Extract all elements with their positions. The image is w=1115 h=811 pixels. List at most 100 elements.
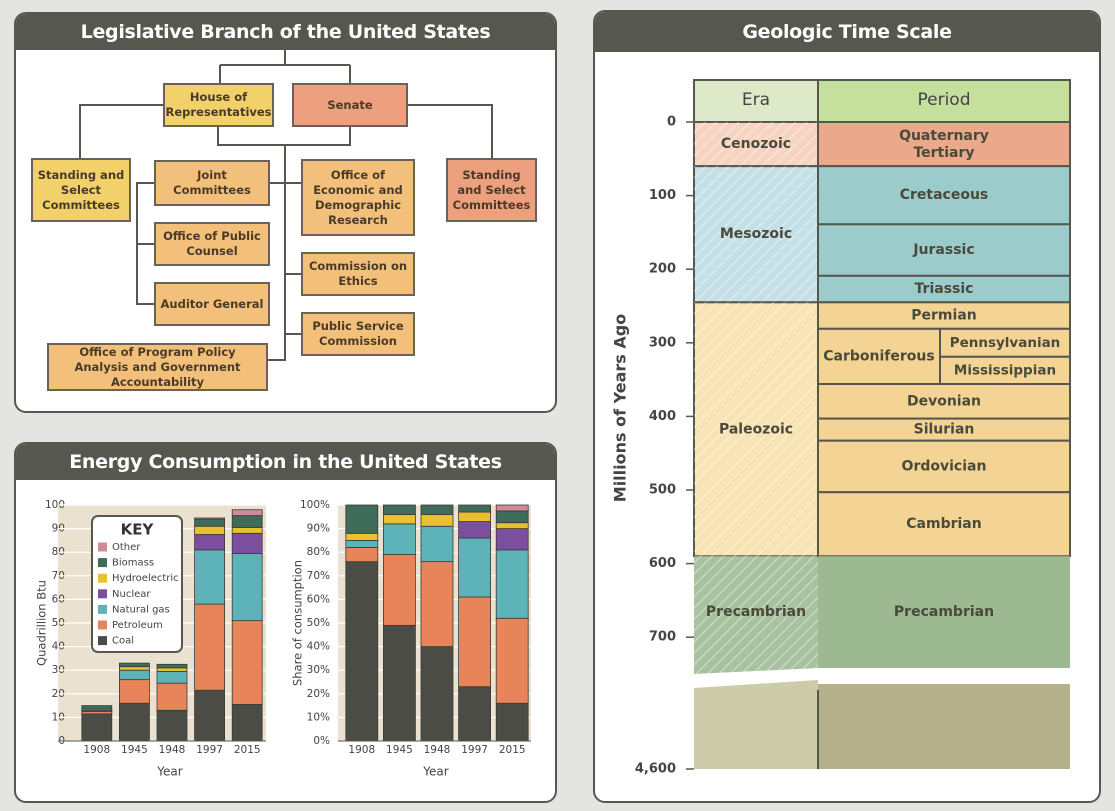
bar-segment — [420, 525, 454, 563]
bar-segment — [420, 504, 454, 515]
x-tick-label: 2015 — [499, 744, 526, 756]
bar-segment — [231, 704, 263, 742]
legend-swatch — [98, 558, 107, 568]
bar-segment — [231, 532, 263, 554]
period-block — [817, 223, 1071, 277]
bar-segment — [495, 617, 529, 704]
y-tick-label: 200 — [649, 262, 676, 277]
bar-segment — [345, 504, 379, 534]
x-tick-label: 1997 — [461, 744, 488, 756]
period-label: Silurian — [914, 422, 975, 438]
period-label: Cretaceous — [900, 187, 989, 203]
bar-segment — [81, 705, 113, 710]
legend-label: Coal — [112, 636, 134, 647]
period-header-label: Period — [917, 90, 970, 110]
era-hatch — [694, 122, 818, 167]
bar-segment — [495, 510, 529, 524]
period-header — [817, 79, 1071, 123]
era-label: Mesozoic — [720, 226, 792, 242]
bar-segment — [458, 686, 492, 742]
era-hatch — [694, 166, 818, 303]
x-tick-label: 2015 — [234, 744, 261, 756]
period-label: Carboniferous — [823, 348, 934, 364]
period-label: Triassic — [915, 281, 974, 297]
y-tick-label: 20% — [307, 688, 330, 700]
era-label: Paleozoic — [719, 421, 793, 437]
bar-segment — [194, 517, 226, 520]
org-node: Office of Program Policy Analysis and Go… — [47, 343, 268, 391]
legend-label: Hydroelectric — [112, 573, 179, 584]
period-block — [817, 491, 1071, 558]
bar-segment — [458, 537, 492, 598]
bar-segment — [119, 679, 150, 704]
period-label: Ordovician — [902, 458, 987, 474]
bar-segment — [458, 521, 492, 539]
legend-label: Petroleum — [112, 620, 163, 631]
era-hatch — [694, 302, 818, 557]
org-node: Auditor General — [154, 282, 270, 326]
x-axis-label: Year — [156, 765, 182, 779]
period-block-lower — [818, 684, 1070, 769]
subperiod-block — [939, 327, 1071, 358]
subperiod-block — [939, 355, 1071, 386]
subperiod-label: Mississippian — [954, 362, 1056, 378]
legend-swatch — [98, 636, 107, 646]
bar-segment — [495, 528, 529, 551]
bar-segment — [382, 523, 416, 555]
period-label: Permian — [911, 308, 976, 324]
org-node: Office of Economic and Demographic Resea… — [301, 159, 415, 236]
bar-segment — [382, 514, 416, 525]
bar-segment — [345, 561, 379, 742]
legend-swatch — [98, 542, 107, 552]
legend-swatch — [98, 620, 107, 630]
x-tick-label: 1908 — [348, 744, 375, 756]
period-label: Cambrian — [906, 516, 981, 532]
era-header — [693, 79, 819, 123]
org-title: Legislative Branch of the United States — [16, 14, 555, 50]
bar-segment — [231, 509, 263, 517]
bar-segment — [458, 504, 492, 513]
period-block — [817, 383, 1071, 420]
x-tick-label: 1945 — [121, 744, 148, 756]
subperiod-label: Pennsylvanian — [950, 335, 1061, 351]
y-tick-label: 700 — [649, 630, 676, 645]
bar-segment — [231, 515, 263, 528]
bar-segment — [194, 534, 226, 551]
era-hatch — [694, 556, 818, 674]
org-node: Standing and Select Committees — [446, 158, 537, 222]
org-connectors — [79, 48, 493, 361]
bar-segment — [382, 554, 416, 626]
org-node: Standing and Select Committees — [31, 158, 131, 222]
bar-segment — [156, 709, 188, 742]
period-label: Quaternary Tertiary — [899, 128, 989, 161]
y-tick-label: 90% — [307, 523, 330, 535]
bar-segment — [420, 514, 454, 527]
y-tick-label: 50% — [307, 617, 330, 629]
period-block — [817, 121, 1071, 168]
period-block — [818, 556, 1070, 668]
org-node: Office of Public Counsel — [154, 222, 270, 266]
legend-box — [91, 515, 183, 653]
y-tick-label: 4,600 — [635, 762, 676, 777]
bar-segment — [231, 552, 263, 622]
legend-label: Biomass — [112, 558, 154, 569]
y-tick-label: 60% — [307, 593, 330, 605]
y-tick-label: 40% — [307, 641, 330, 653]
bar-segment — [156, 682, 188, 711]
bar-segment — [231, 527, 263, 534]
legend-label: Natural gas — [112, 604, 170, 615]
x-tick-label: 1945 — [386, 744, 413, 756]
legend-title: KEY — [121, 521, 155, 539]
org-node: House of Representatives — [163, 83, 274, 127]
y-tick-label: 100% — [300, 499, 330, 511]
y-tick-label: 0 — [667, 115, 676, 130]
y-axis-label: Share of consumption — [291, 560, 305, 686]
bar-segment — [495, 549, 529, 619]
bar-segment — [156, 667, 188, 672]
bar-segment — [382, 624, 416, 742]
y-tick-label: 400 — [649, 409, 676, 424]
y-axis-label: Millions of Years Ago — [611, 314, 630, 502]
bar-segment — [382, 504, 416, 515]
